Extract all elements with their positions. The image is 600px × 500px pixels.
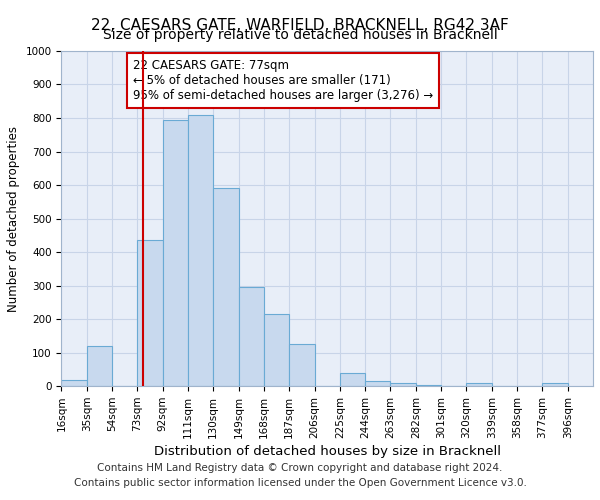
Bar	[86, 346, 112, 387]
Bar	[239, 288, 264, 386]
Bar	[365, 381, 391, 386]
Bar	[391, 383, 416, 386]
X-axis label: Distribution of detached houses by size in Bracknell: Distribution of detached houses by size …	[154, 445, 501, 458]
Text: 22, CAESARS GATE, WARFIELD, BRACKNELL, RG42 3AF: 22, CAESARS GATE, WARFIELD, BRACKNELL, R…	[91, 18, 509, 32]
Text: Contains HM Land Registry data © Crown copyright and database right 2024.
Contai: Contains HM Land Registry data © Crown c…	[74, 462, 526, 487]
Bar	[416, 384, 441, 386]
Bar	[163, 120, 188, 386]
Bar	[61, 380, 86, 386]
Text: 22 CAESARS GATE: 77sqm
← 5% of detached houses are smaller (171)
95% of semi-det: 22 CAESARS GATE: 77sqm ← 5% of detached …	[133, 60, 433, 102]
Text: Size of property relative to detached houses in Bracknell: Size of property relative to detached ho…	[103, 28, 497, 42]
Bar	[188, 114, 213, 386]
Bar	[340, 373, 365, 386]
Y-axis label: Number of detached properties: Number of detached properties	[7, 126, 20, 312]
Bar	[137, 240, 163, 386]
Bar	[289, 344, 314, 387]
Bar	[466, 383, 492, 386]
Bar	[213, 188, 239, 386]
Bar	[542, 383, 568, 386]
Bar	[264, 314, 289, 386]
